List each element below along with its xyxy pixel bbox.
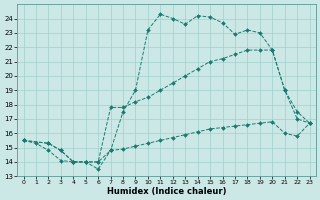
X-axis label: Humidex (Indice chaleur): Humidex (Indice chaleur) (107, 187, 226, 196)
